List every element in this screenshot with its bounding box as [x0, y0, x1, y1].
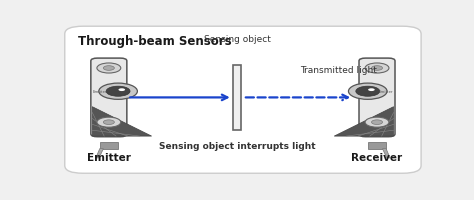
Circle shape	[97, 64, 121, 74]
Circle shape	[372, 120, 383, 125]
Text: Emitter: Emitter	[87, 153, 131, 163]
Text: Sensing object: Sensing object	[204, 35, 271, 44]
Polygon shape	[334, 107, 393, 136]
Text: Emitter: Emitter	[379, 90, 393, 94]
FancyBboxPatch shape	[100, 142, 118, 149]
FancyBboxPatch shape	[65, 27, 421, 173]
Circle shape	[368, 89, 375, 92]
Circle shape	[103, 66, 114, 71]
Text: Receiver: Receiver	[351, 153, 402, 163]
FancyBboxPatch shape	[233, 66, 241, 130]
Circle shape	[99, 84, 137, 100]
Circle shape	[103, 120, 114, 125]
Polygon shape	[383, 149, 390, 158]
Text: Emitter: Emitter	[92, 90, 107, 94]
Circle shape	[365, 64, 389, 74]
Circle shape	[118, 89, 125, 92]
Circle shape	[356, 87, 380, 97]
Circle shape	[106, 87, 130, 97]
FancyBboxPatch shape	[368, 142, 386, 149]
Text: Sensing object interrupts light: Sensing object interrupts light	[159, 141, 316, 150]
Polygon shape	[92, 107, 152, 136]
FancyBboxPatch shape	[359, 59, 395, 137]
Circle shape	[372, 66, 383, 71]
Text: Through-beam Sensors: Through-beam Sensors	[78, 35, 231, 48]
Polygon shape	[96, 149, 103, 158]
FancyBboxPatch shape	[91, 59, 127, 137]
Circle shape	[365, 118, 389, 128]
Text: Transmitted light: Transmitted light	[300, 66, 377, 75]
Circle shape	[348, 84, 387, 100]
Circle shape	[97, 118, 121, 128]
